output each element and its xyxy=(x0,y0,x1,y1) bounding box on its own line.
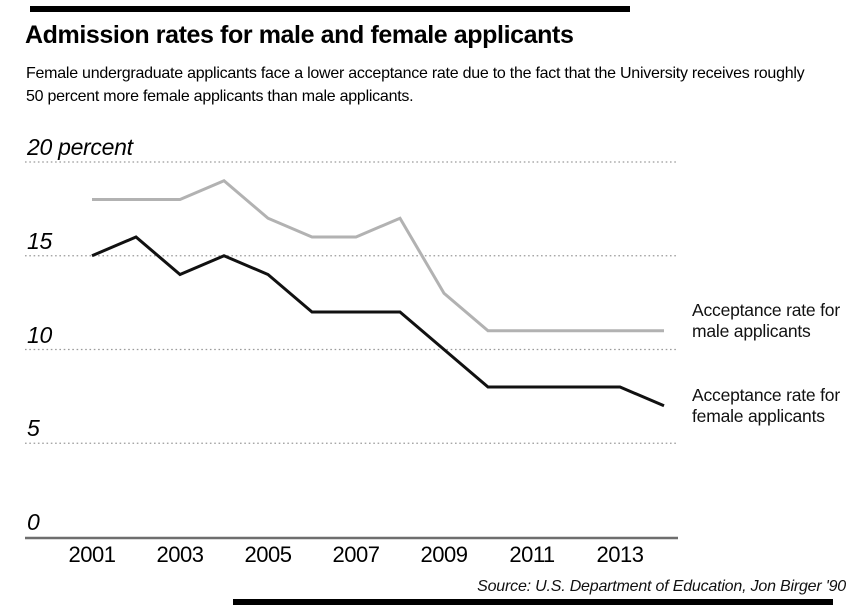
x-axis-label: 2005 xyxy=(244,542,292,567)
x-axis-label: 2011 xyxy=(509,542,555,567)
male-annotation-line-1: Acceptance rate for xyxy=(692,300,840,320)
y-axis-label: 15 xyxy=(27,227,52,254)
source-credit: Source: U.S. Department of Education, Jo… xyxy=(477,578,846,595)
male-series-annotation: Acceptance rate for male applicants xyxy=(692,300,840,342)
y-axis-label: 10 xyxy=(27,321,52,348)
y-axis-label: 0 xyxy=(27,509,40,535)
chart-subtitle: Female undergraduate applicants face a l… xyxy=(26,62,805,108)
female-series-annotation: Acceptance rate for female applicants xyxy=(692,385,840,427)
y-axis-label: 5 xyxy=(27,415,40,442)
x-axis-label: 2013 xyxy=(596,542,644,567)
bottom-rule-bar xyxy=(233,599,833,605)
male-rate-line xyxy=(92,179,664,333)
x-axis-label: 2001 xyxy=(68,542,116,567)
subtitle-line-2: 50 percent more female applicants than m… xyxy=(26,88,414,105)
x-axis-label: 2003 xyxy=(156,542,204,567)
top-rule-bar xyxy=(30,6,630,12)
female-annotation-line-1: Acceptance rate for xyxy=(692,385,840,405)
y-axis-label: 20 percent xyxy=(27,134,133,160)
x-axis-label: 2007 xyxy=(332,542,380,567)
female-annotation-line-2: female applicants xyxy=(692,406,825,426)
male-annotation-line-2: male applicants xyxy=(692,321,811,341)
female-rate-line xyxy=(91,235,665,408)
x-axis-label: 2009 xyxy=(420,542,468,567)
chart-title: Admission rates for male and female appl… xyxy=(25,21,574,49)
subtitle-line-1: Female undergraduate applicants face a l… xyxy=(26,65,805,82)
